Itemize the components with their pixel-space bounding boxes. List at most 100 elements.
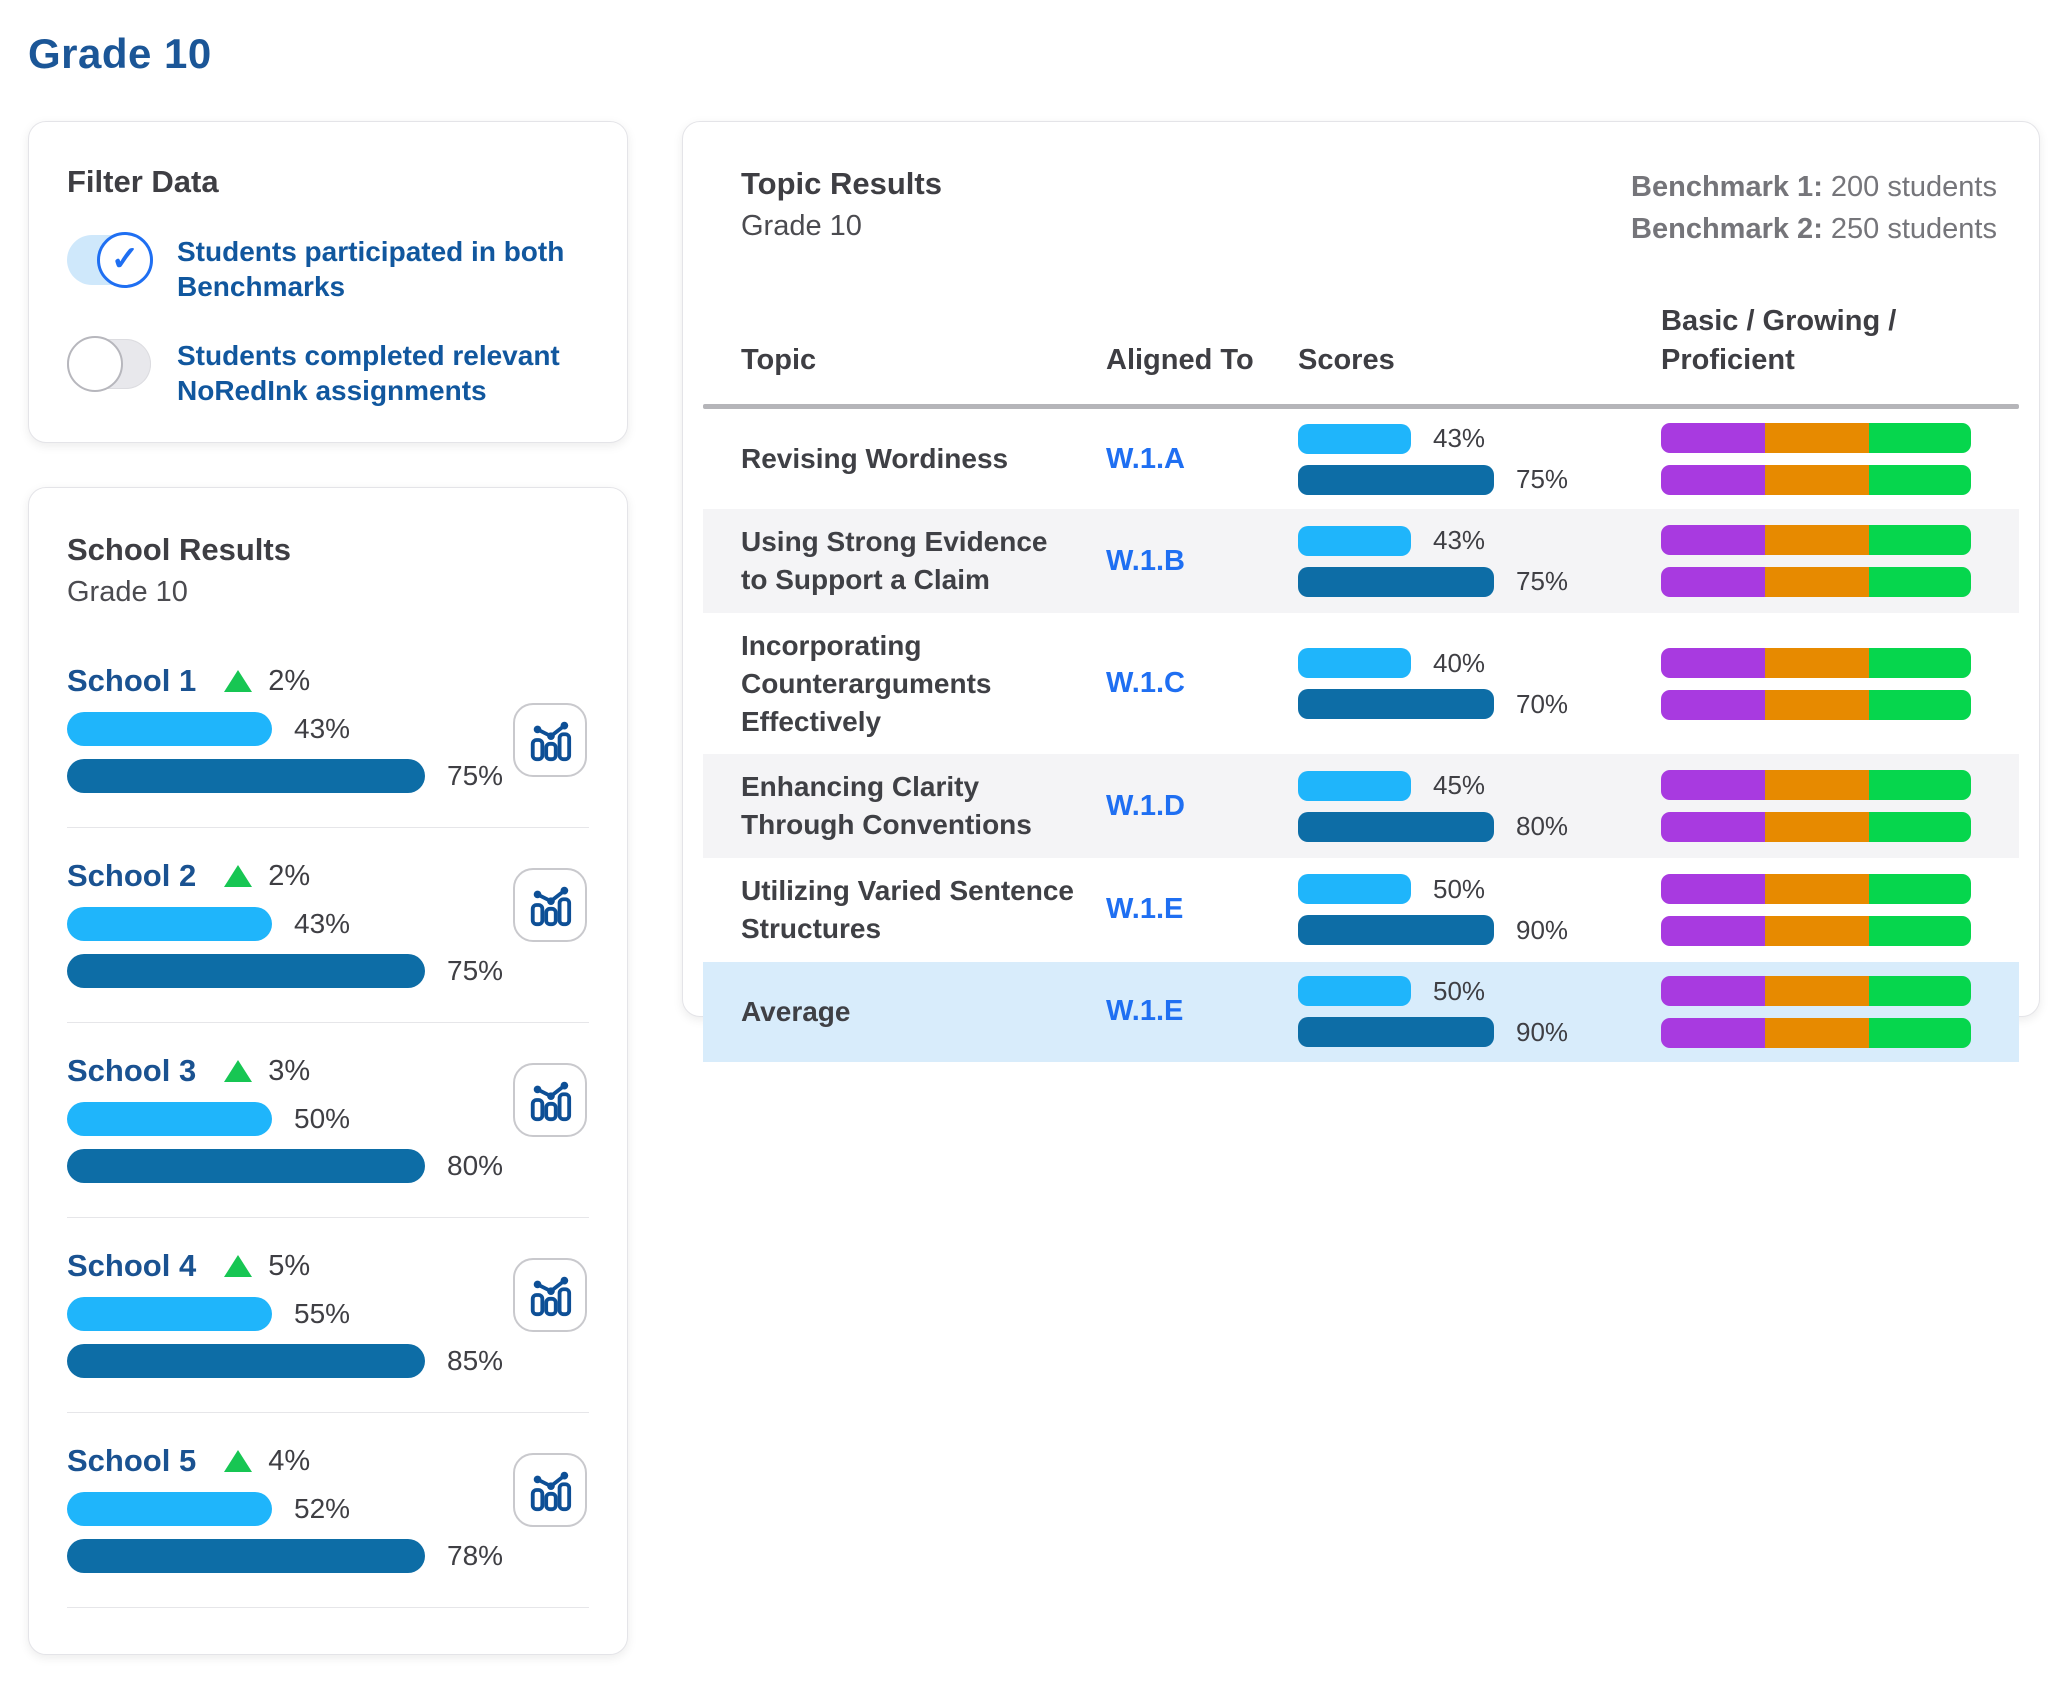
proficient-segment [1868, 975, 1971, 1006]
benchmark2-value: 90% [1516, 1016, 1569, 1047]
growing-segment [1764, 770, 1869, 801]
benchmark2-bar [67, 1539, 425, 1573]
proficient-segment [1868, 647, 1971, 678]
school-link[interactable]: School 2 [67, 858, 197, 893]
benchmark2-label: Benchmark 2: [1631, 213, 1823, 246]
benchmark1-value: 55% [294, 1298, 351, 1329]
toggle-noredink-assignments[interactable] [67, 336, 153, 392]
combo-chart-icon [530, 1471, 572, 1512]
basic-segment [1661, 1017, 1765, 1048]
benchmark2-bar [1298, 1017, 1494, 1048]
aligned-standard-link[interactable]: W.1.E [1106, 995, 1184, 1028]
benchmark2-value: 70% [1516, 688, 1569, 719]
distribution-bar-benchmark1 [1661, 975, 1971, 1006]
benchmark2-value: 90% [1516, 914, 1569, 945]
growing-segment [1764, 812, 1869, 843]
toggle-both-benchmarks[interactable]: ✓ [67, 232, 153, 288]
school-link[interactable]: School 1 [67, 663, 197, 698]
basic-segment [1661, 975, 1765, 1006]
school-link[interactable]: School 4 [67, 1248, 197, 1283]
proficient-segment [1868, 1017, 1971, 1048]
proficient-segment [1868, 525, 1971, 556]
distribution-bar-benchmark2 [1661, 465, 1971, 496]
filter-title: Filter Data [67, 164, 219, 199]
school-change: 2% [268, 859, 311, 892]
header-divider [703, 404, 2019, 410]
distribution-bar-benchmark2 [1661, 1017, 1971, 1048]
triangle-up-icon [224, 1255, 253, 1277]
benchmark1-count: 200 students [1822, 171, 1997, 203]
aligned-standard-link[interactable]: W.1.B [1106, 544, 1185, 577]
distribution-bar-benchmark2 [1661, 812, 1971, 843]
distribution-bar-benchmark1 [1661, 647, 1971, 678]
school-change: 5% [268, 1249, 311, 1282]
proficient-segment [1868, 689, 1971, 720]
growing-segment [1764, 465, 1869, 496]
basic-segment [1661, 770, 1765, 801]
basic-segment [1661, 689, 1765, 720]
combo-chart-icon [530, 1081, 572, 1122]
topic-row: Revising Wordiness W.1.A 43% 75% [703, 409, 2019, 509]
benchmark2-value: 80% [1516, 811, 1569, 842]
basic-segment [1661, 873, 1765, 904]
proficient-segment [1868, 465, 1971, 496]
school-chart-button[interactable] [513, 1258, 587, 1332]
aligned-standard-link[interactable]: W.1.D [1106, 789, 1185, 822]
topic-row: Incorporating Counterarguments Effective… [703, 613, 2019, 754]
benchmark1-bar [67, 1102, 272, 1136]
benchmark2-bar [1298, 689, 1494, 720]
topic-results-subtitle: Grade 10 [741, 210, 862, 242]
benchmark1-bar [67, 907, 272, 941]
growing-segment [1764, 1017, 1869, 1048]
aligned-standard-link[interactable]: W.1.C [1106, 667, 1185, 700]
benchmark2-value: 75% [1516, 464, 1569, 495]
school-results-subtitle: Grade 10 [67, 576, 188, 608]
growing-segment [1764, 975, 1869, 1006]
benchmark1-value: 43% [294, 908, 351, 939]
benchmark1-value: 40% [1433, 647, 1486, 678]
benchmark1-bar [1298, 648, 1411, 679]
basic-segment [1661, 647, 1765, 678]
benchmark2-value: 75% [447, 955, 504, 986]
column-header-scores: Scores [1298, 344, 1395, 377]
filter-row-both-benchmarks: ✓ Students participated in both Benchmar… [67, 232, 589, 304]
distribution-bar-benchmark2 [1661, 567, 1971, 598]
basic-segment [1661, 812, 1765, 843]
school-change: 4% [268, 1444, 311, 1477]
school-chart-button[interactable] [513, 868, 587, 942]
benchmark-legend: Benchmark 1: 200 students Benchmark 2: 2… [1631, 166, 1997, 250]
aligned-standard-link[interactable]: W.1.E [1106, 893, 1184, 926]
triangle-up-icon [224, 670, 253, 692]
toggle-knob [67, 336, 123, 392]
average-row: Average W.1.E 50% 90% [703, 961, 2019, 1062]
table-header-row: Topic Aligned To Scores Basic / Growing … [703, 288, 2019, 386]
school-chart-button[interactable] [513, 1453, 587, 1527]
school-change: 3% [268, 1054, 311, 1087]
aligned-standard-link[interactable]: W.1.A [1106, 442, 1185, 475]
benchmark1-bar [1298, 525, 1411, 556]
topic-results-panel: Topic Results Grade 10 Benchmark 1: 200 … [682, 121, 2040, 1062]
triangle-up-icon [224, 865, 253, 887]
basic-segment [1661, 567, 1765, 598]
growing-segment [1764, 647, 1869, 678]
school-results-panel: School Results Grade 10 School 1 2% 43% … [28, 487, 628, 1655]
distribution-bar-benchmark1 [1661, 873, 1971, 904]
topic-name: Incorporating Counterarguments Effective… [741, 629, 992, 737]
growing-segment [1764, 525, 1869, 556]
column-header-aligned-to: Aligned To [1106, 344, 1254, 377]
growing-segment [1764, 873, 1869, 904]
benchmark2-value: 75% [447, 760, 504, 791]
basic-segment [1661, 465, 1765, 496]
school-chart-button[interactable] [513, 1063, 587, 1137]
school-link[interactable]: School 3 [67, 1053, 197, 1088]
school-chart-button[interactable] [513, 703, 587, 777]
benchmark2-value: 75% [1516, 566, 1569, 597]
proficient-segment [1868, 915, 1971, 946]
school-link[interactable]: School 5 [67, 1443, 197, 1478]
topic-name: Using Strong Evidence to Support a Claim [741, 526, 1048, 596]
benchmark1-value: 45% [1433, 770, 1486, 801]
basic-segment [1661, 915, 1765, 946]
benchmark2-bar [1298, 464, 1494, 495]
benchmark2-bar [67, 1149, 425, 1183]
filter-panel: Filter Data ✓ Students participated in b… [28, 121, 628, 443]
